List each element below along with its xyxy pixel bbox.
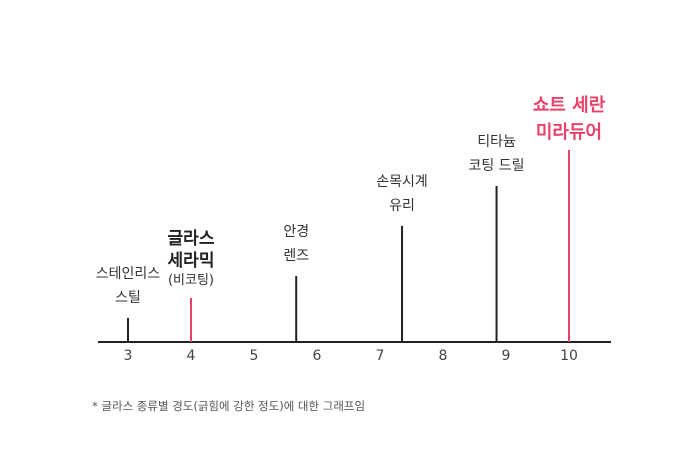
material-label-line: 손목시계 <box>376 174 428 190</box>
material-label-line: 스테인리스 <box>95 266 161 282</box>
material-label: 글라스 세라믹 (비코팅) <box>168 228 215 290</box>
material-label-line: 세라믹 <box>167 251 215 271</box>
x-tick-label: 7 <box>375 348 385 364</box>
x-tick-label: 10 <box>560 348 578 364</box>
material-label-line: 코팅 드릴 <box>468 158 525 174</box>
x-tick-label: 5 <box>249 348 259 364</box>
material-label-line: 유리 <box>389 198 415 214</box>
x-tick-label: 9 <box>501 348 511 364</box>
material-label-line: 미라듀어 <box>535 122 603 143</box>
footnote: * 글라스 종류별 경도(긁힘에 강한 정도)에 대한 그래프임 <box>92 399 366 413</box>
x-tick-label: 6 <box>312 348 322 364</box>
x-tick-label: 8 <box>438 348 448 364</box>
material-label-line: 안경 <box>283 224 310 240</box>
material-label-line: 렌즈 <box>283 248 310 264</box>
material-label-line: 스틸 <box>115 290 141 306</box>
material-label-line: 티타늄 <box>477 134 516 150</box>
material-label-line: 글라스 <box>167 229 215 249</box>
material-label-sub: (비코팅) <box>167 273 215 288</box>
x-tick-label: 4 <box>186 348 196 364</box>
material-label-line: 쇼트 세란 <box>532 95 606 116</box>
x-tick-label: 3 <box>123 348 133 364</box>
